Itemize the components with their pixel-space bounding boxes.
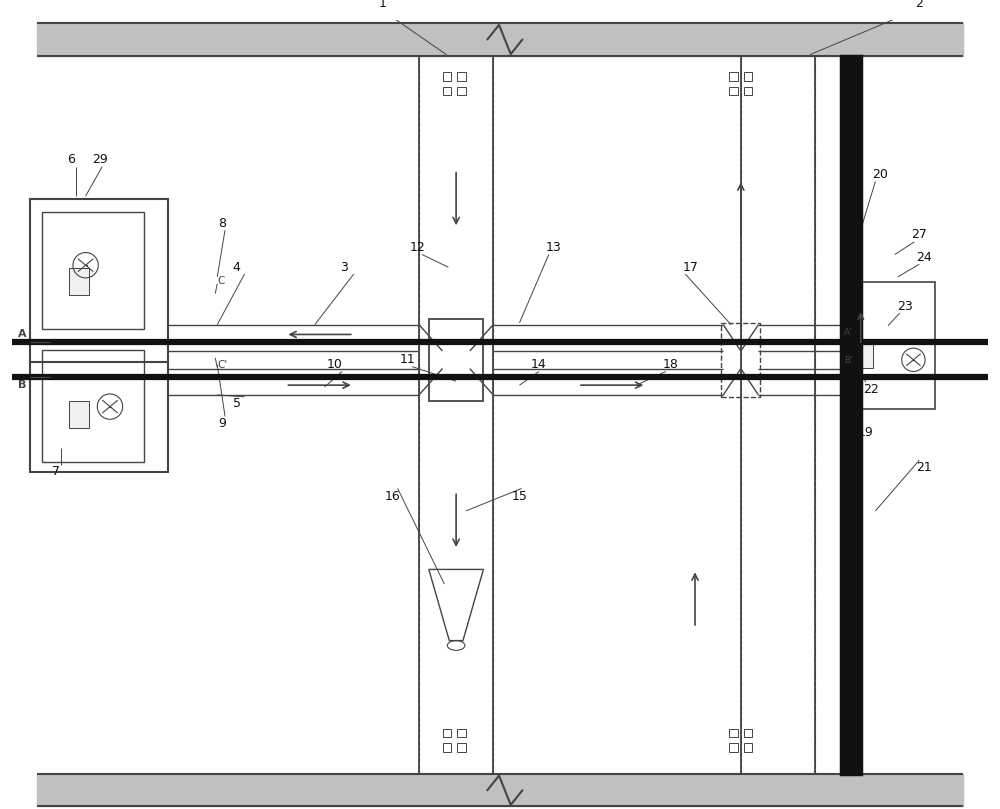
Text: 11: 11 <box>399 354 415 366</box>
Text: 10: 10 <box>326 358 342 371</box>
Bar <box>457 73 466 81</box>
Bar <box>42 212 144 328</box>
Bar <box>744 73 752 81</box>
Text: 20: 20 <box>872 168 888 181</box>
Bar <box>30 199 168 472</box>
Text: 9: 9 <box>218 417 226 430</box>
Bar <box>721 323 760 397</box>
Text: B': B' <box>844 356 853 365</box>
Bar <box>849 282 935 409</box>
Text: C': C' <box>217 359 227 370</box>
Bar <box>744 87 752 95</box>
Text: C: C <box>217 276 225 286</box>
Bar <box>443 87 451 95</box>
Bar <box>69 268 89 295</box>
Text: 1: 1 <box>379 0 387 11</box>
Text: 8: 8 <box>218 217 226 230</box>
Text: 13: 13 <box>546 241 562 254</box>
Text: 14: 14 <box>531 358 547 371</box>
Text: 29: 29 <box>92 154 108 167</box>
Text: 23: 23 <box>897 299 913 312</box>
Text: 16: 16 <box>385 489 401 503</box>
Bar <box>457 743 466 752</box>
Text: 24: 24 <box>916 251 932 264</box>
Text: 27: 27 <box>911 228 927 242</box>
Bar <box>443 729 451 737</box>
Bar <box>744 743 752 752</box>
Text: 2: 2 <box>915 0 923 11</box>
Bar <box>457 729 466 737</box>
Bar <box>729 73 738 81</box>
Bar <box>744 729 752 737</box>
Bar <box>42 350 144 462</box>
Text: 6: 6 <box>67 154 75 167</box>
Bar <box>729 743 738 752</box>
Text: 4: 4 <box>233 260 241 273</box>
Bar <box>841 56 861 774</box>
Bar <box>429 319 483 400</box>
Text: 7: 7 <box>52 465 60 478</box>
Text: 22: 22 <box>863 383 878 396</box>
Text: B: B <box>18 380 27 390</box>
Bar <box>69 400 89 428</box>
Text: 17: 17 <box>682 260 698 273</box>
Text: 21: 21 <box>916 460 932 473</box>
Bar <box>457 87 466 95</box>
Bar <box>443 743 451 752</box>
Bar <box>443 73 451 81</box>
Text: 15: 15 <box>512 489 527 503</box>
Text: 5: 5 <box>233 397 241 410</box>
Text: 19: 19 <box>858 426 874 439</box>
Text: A': A' <box>844 328 853 337</box>
Bar <box>729 87 738 95</box>
Bar <box>729 729 738 737</box>
Text: A: A <box>18 329 27 339</box>
Bar <box>854 341 873 367</box>
Text: 3: 3 <box>340 260 348 273</box>
Text: 12: 12 <box>409 241 425 254</box>
Text: 18: 18 <box>663 358 679 371</box>
